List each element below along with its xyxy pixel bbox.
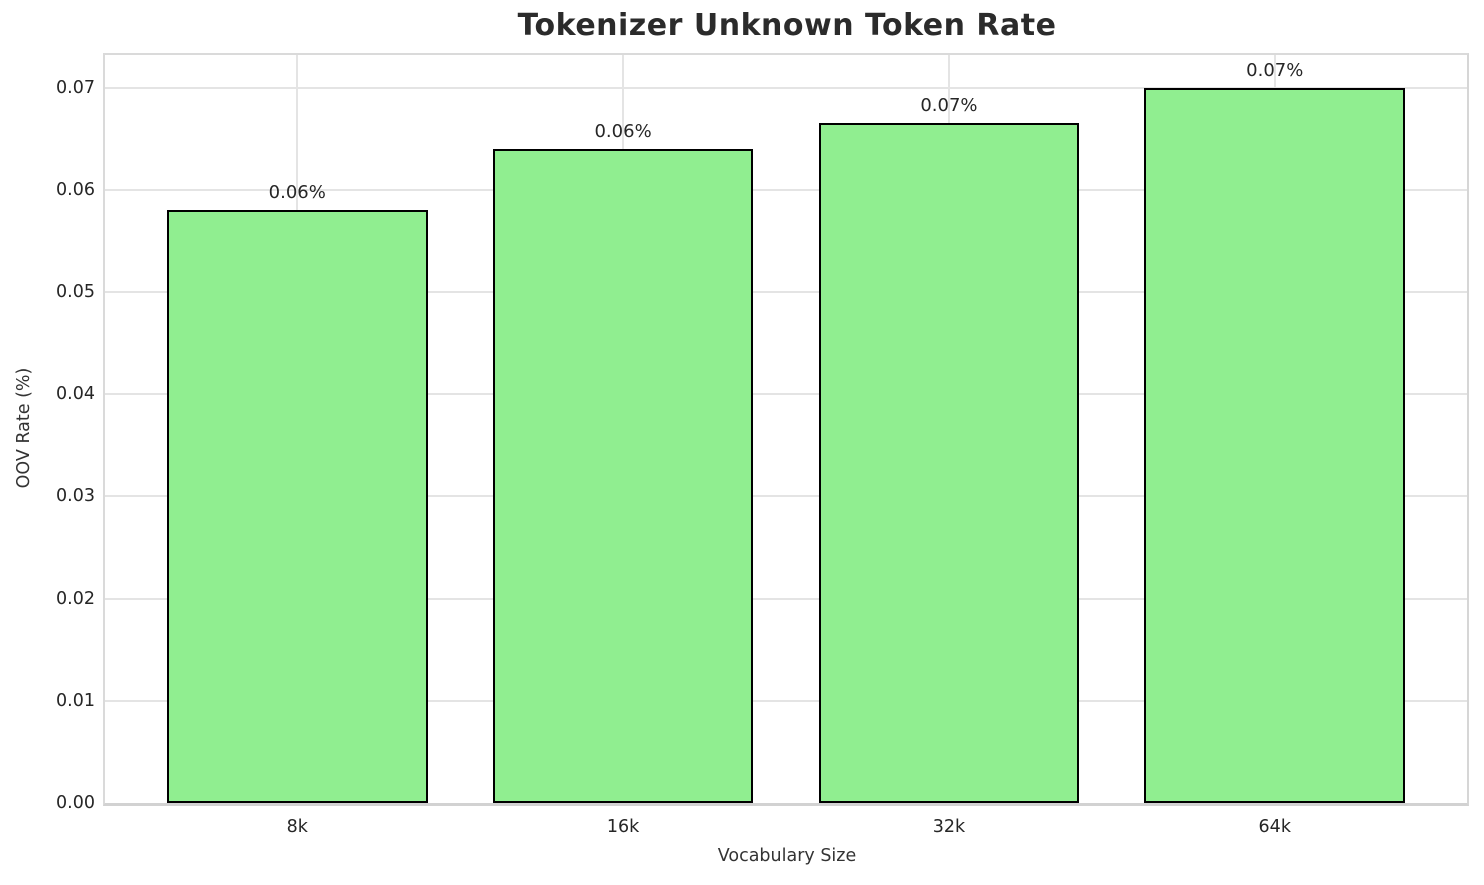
y-tick-label: 0.06	[56, 179, 95, 200]
bar-value-label: 0.07%	[1246, 59, 1304, 81]
y-tick-label: 0.03	[56, 486, 95, 507]
bar-value-label: 0.07%	[920, 95, 978, 117]
y-tick-label: 0.01	[56, 690, 95, 711]
gridline-horizontal	[105, 597, 1467, 600]
gridline-horizontal	[105, 291, 1467, 294]
bar	[166, 210, 428, 803]
chart-title: Tokenizer Unknown Token Rate	[517, 8, 1057, 43]
y-tick-label: 0.05	[56, 282, 95, 303]
y-tick-label: 0.04	[56, 384, 95, 405]
bar	[818, 123, 1080, 803]
bar-value-label: 0.06%	[268, 182, 326, 204]
bar-value-label: 0.06%	[594, 121, 652, 142]
y-tick-label: 0.02	[56, 588, 95, 609]
gridline-horizontal	[105, 188, 1467, 191]
x-tick-label: 8k	[286, 817, 308, 837]
gridline-horizontal	[105, 86, 1467, 89]
bar	[1144, 87, 1406, 803]
gridline-horizontal	[105, 495, 1467, 498]
gridline-horizontal	[105, 393, 1467, 396]
plot-area	[103, 53, 1469, 806]
x-tick-label: 16k	[606, 817, 640, 837]
x-tick-label: 64k	[1258, 817, 1291, 837]
x-axis-label: Vocabulary Size	[717, 846, 857, 866]
bar	[492, 149, 754, 803]
gridline-horizontal	[105, 699, 1467, 702]
x-tick-label: 32k	[932, 817, 966, 837]
y-tick-label: 0.00	[56, 793, 95, 813]
y-tick-label: 0.07	[56, 77, 95, 98]
